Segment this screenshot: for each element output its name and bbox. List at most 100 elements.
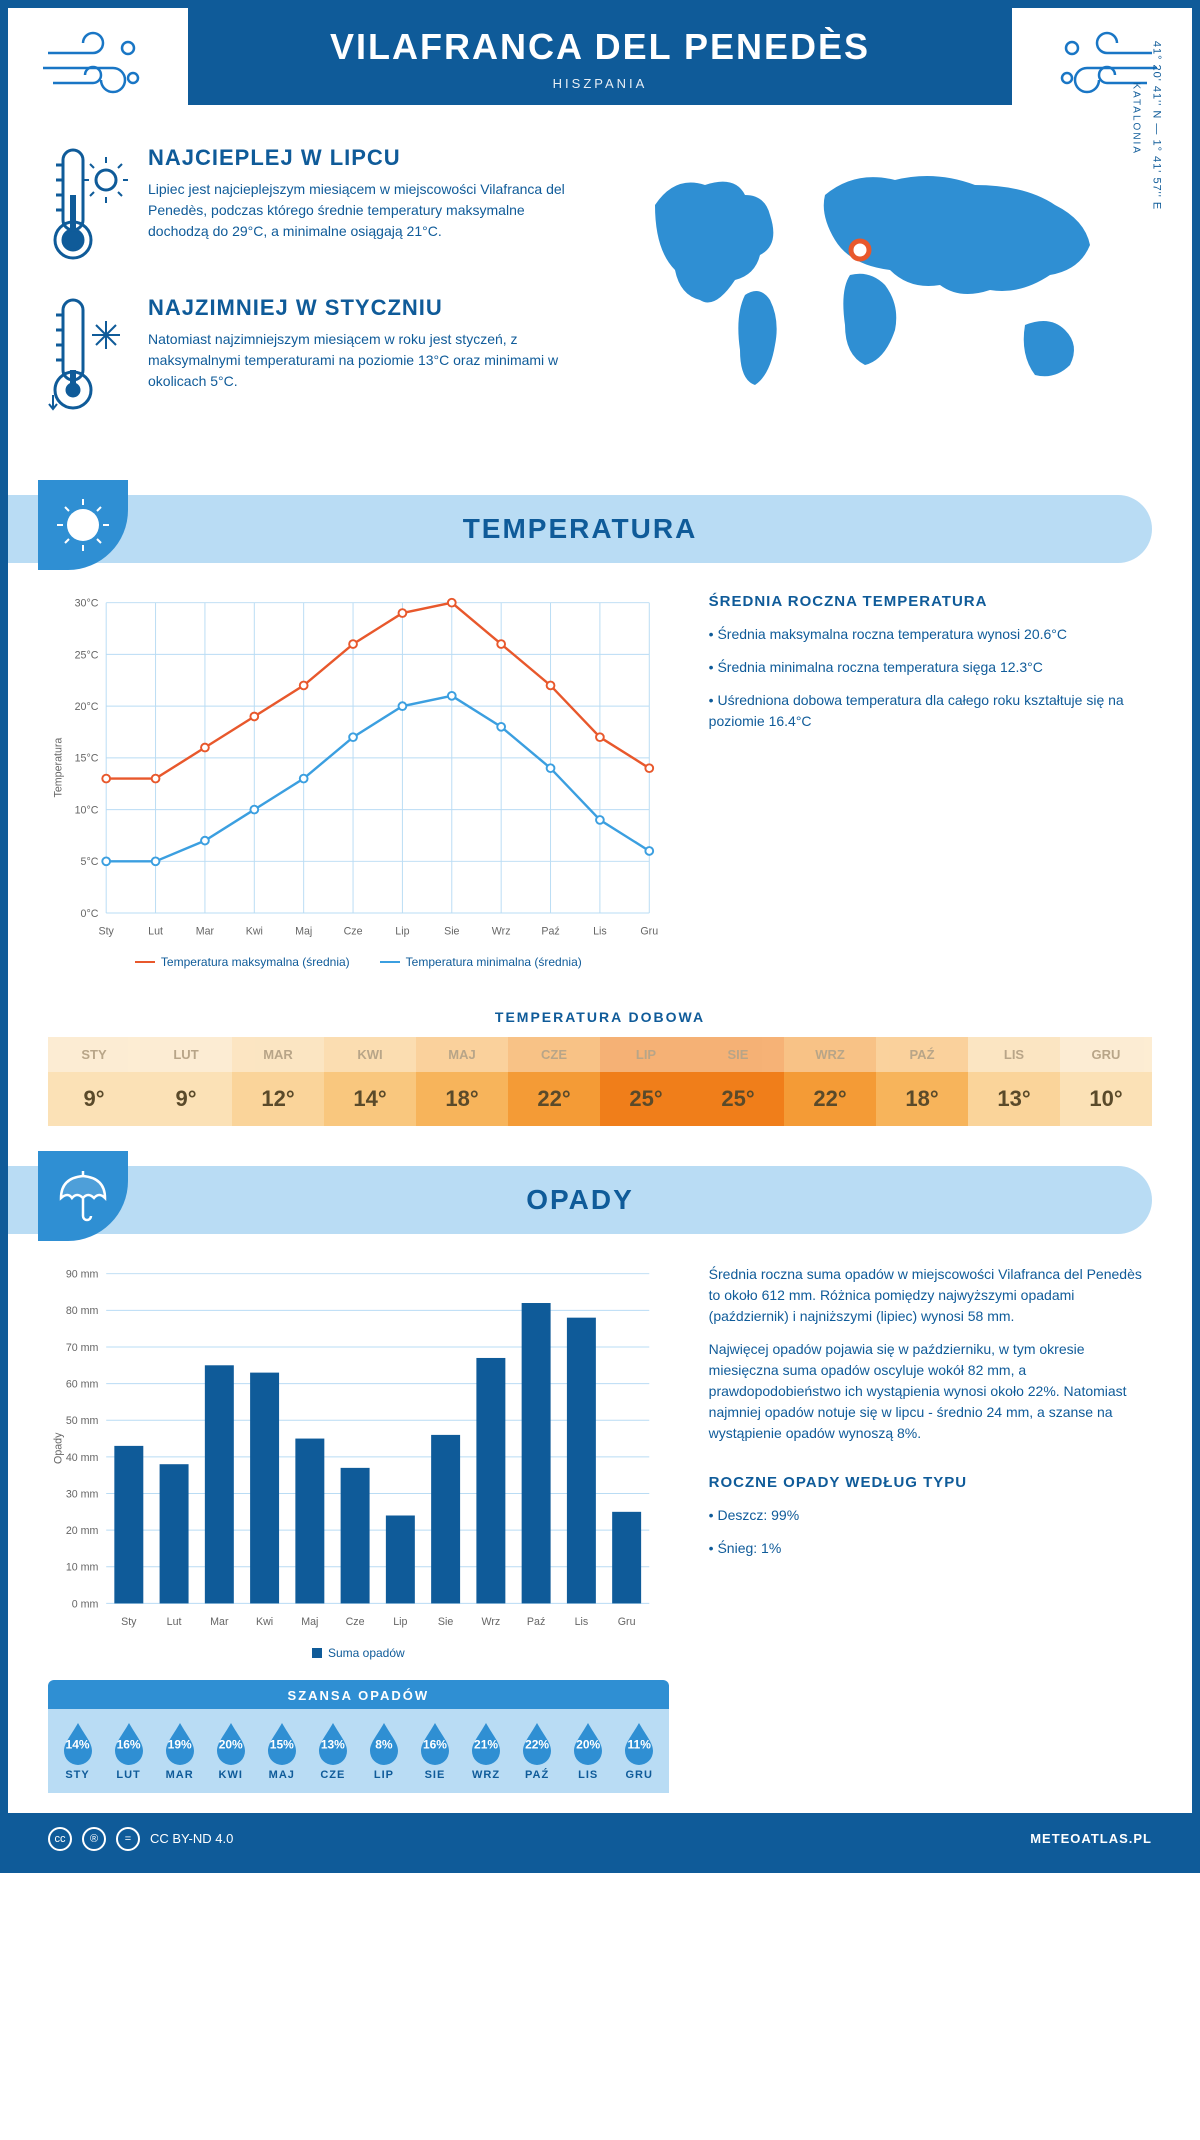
chance-cell: 15%MAJ xyxy=(256,1721,307,1781)
thermometer-hot-icon xyxy=(48,145,128,270)
sun-icon xyxy=(38,480,128,570)
svg-text:Lis: Lis xyxy=(575,1616,589,1628)
precip-type-point: • Śnieg: 1% xyxy=(709,1538,1152,1559)
daily-cell: MAJ18° xyxy=(416,1037,508,1126)
svg-text:Kwi: Kwi xyxy=(256,1616,273,1628)
daily-cell: SIE25° xyxy=(692,1037,784,1126)
warmest-heading: NAJCIEPLEJ W LIPCU xyxy=(148,145,568,171)
svg-text:90 mm: 90 mm xyxy=(66,1269,99,1281)
location-marker xyxy=(851,241,869,259)
svg-text:Gru: Gru xyxy=(640,925,658,937)
coldest-heading: NAJZIMNIEJ W STYCZNIU xyxy=(148,295,568,321)
umbrella-icon xyxy=(38,1151,128,1241)
intro-section: NAJCIEPLEJ W LIPCU Lipiec jest najcieple… xyxy=(8,135,1192,475)
country-subtitle: HISZPANIA xyxy=(188,76,1012,91)
thermometer-cold-icon xyxy=(48,295,128,420)
daily-cell: LIS13° xyxy=(968,1037,1060,1126)
chance-cell: 20%KWI xyxy=(205,1721,256,1781)
chance-cell: 8%LIP xyxy=(358,1721,409,1781)
precipitation-title: OPADY xyxy=(8,1184,1152,1216)
raindrop-icon: 16% xyxy=(111,1721,147,1765)
wind-decoration-icon xyxy=(38,28,148,103)
wind-decoration-icon xyxy=(1052,28,1162,103)
svg-text:Sty: Sty xyxy=(98,925,114,937)
raindrop-icon: 22% xyxy=(519,1721,555,1765)
daily-cell: GRU10° xyxy=(1060,1037,1152,1126)
svg-text:Mar: Mar xyxy=(210,1616,229,1628)
cc-icon: cc xyxy=(48,1827,72,1851)
nd-icon: = xyxy=(116,1827,140,1851)
svg-text:Sie: Sie xyxy=(438,1616,453,1628)
svg-text:Sie: Sie xyxy=(444,925,459,937)
svg-text:20°C: 20°C xyxy=(75,701,99,713)
raindrop-icon: 11% xyxy=(621,1721,657,1765)
svg-text:Gru: Gru xyxy=(618,1616,636,1628)
svg-text:Kwi: Kwi xyxy=(246,925,263,937)
chance-cell: 22%PAŹ xyxy=(512,1721,563,1781)
precipitation-legend: Suma opadów xyxy=(48,1646,669,1660)
raindrop-icon: 15% xyxy=(264,1721,300,1765)
chance-cell: 16%SIE xyxy=(409,1721,460,1781)
site-name: METEOATLAS.PL xyxy=(1030,1831,1152,1846)
svg-text:0 mm: 0 mm xyxy=(72,1598,99,1610)
chance-cell: 11%GRU xyxy=(614,1721,665,1781)
svg-text:Wrz: Wrz xyxy=(481,1616,500,1628)
raindrop-icon: 19% xyxy=(162,1721,198,1765)
svg-text:Sty: Sty xyxy=(121,1616,137,1628)
temp-info-point: • Uśredniona dobowa temperatura dla całe… xyxy=(709,690,1152,732)
svg-text:Lut: Lut xyxy=(167,1616,182,1628)
precip-info-1: Średnia roczna suma opadów w miejscowośc… xyxy=(709,1264,1152,1327)
daily-cell: LIP25° xyxy=(600,1037,692,1126)
svg-text:Lip: Lip xyxy=(393,1616,407,1628)
precipitation-section-header: OPADY xyxy=(8,1166,1152,1234)
svg-text:Opady: Opady xyxy=(53,1432,65,1464)
chance-cell: 19%MAR xyxy=(154,1721,205,1781)
svg-text:Temperatura: Temperatura xyxy=(53,738,65,798)
svg-text:0°C: 0°C xyxy=(81,908,99,920)
temp-info-point: • Średnia minimalna roczna temperatura s… xyxy=(709,657,1152,678)
svg-text:70 mm: 70 mm xyxy=(66,1342,99,1354)
svg-text:Maj: Maj xyxy=(295,925,312,937)
raindrop-icon: 20% xyxy=(570,1721,606,1765)
temperature-section-header: TEMPERATURA xyxy=(8,495,1152,563)
daily-cell: PAŹ18° xyxy=(876,1037,968,1126)
svg-text:60 mm: 60 mm xyxy=(66,1379,99,1391)
svg-text:15°C: 15°C xyxy=(75,753,99,765)
daily-cell: LUT9° xyxy=(140,1037,232,1126)
by-icon: ® xyxy=(82,1827,106,1851)
svg-text:80 mm: 80 mm xyxy=(66,1305,99,1317)
temp-info-point: • Średnia maksymalna roczna temperatura … xyxy=(709,624,1152,645)
coldest-text: Natomiast najzimniejszym miesiącem w rok… xyxy=(148,329,568,392)
daily-cell: MAR12° xyxy=(232,1037,324,1126)
raindrop-icon: 13% xyxy=(315,1721,351,1765)
svg-text:50 mm: 50 mm xyxy=(66,1415,99,1427)
chance-cell: 13%CZE xyxy=(307,1721,358,1781)
precipitation-chance-table: SZANSA OPADÓW 14%STY16%LUT19%MAR20%KWI15… xyxy=(48,1680,669,1793)
raindrop-icon: 16% xyxy=(417,1721,453,1765)
temperature-line-chart: 0°C5°C10°C15°C20°C25°C30°CStyLutMarKwiMa… xyxy=(48,593,669,942)
precipitation-bar-chart: 0 mm10 mm20 mm30 mm40 mm50 mm60 mm70 mm8… xyxy=(48,1264,669,1633)
temp-info-heading: ŚREDNIA ROCZNA TEMPERATURA xyxy=(709,593,1152,610)
svg-text:Paź: Paź xyxy=(527,1616,545,1628)
daily-temperature-table: STY9°LUT9°MAR12°KWI14°MAJ18°CZE22°LIP25°… xyxy=(48,1037,1152,1126)
svg-text:5°C: 5°C xyxy=(81,856,99,868)
temperature-title: TEMPERATURA xyxy=(8,513,1152,545)
daily-cell: WRZ22° xyxy=(784,1037,876,1126)
svg-text:30°C: 30°C xyxy=(75,598,99,610)
daily-cell: CZE22° xyxy=(508,1037,600,1126)
svg-text:Lip: Lip xyxy=(395,925,409,937)
raindrop-icon: 14% xyxy=(60,1721,96,1765)
svg-text:Lut: Lut xyxy=(148,925,163,937)
page-header: VILAFRANCA DEL PENEDÈS HISZPANIA xyxy=(188,8,1012,105)
svg-text:Paź: Paź xyxy=(541,925,559,937)
page-footer: cc ® = CC BY-ND 4.0 METEOATLAS.PL xyxy=(8,1813,1192,1865)
svg-text:Maj: Maj xyxy=(301,1616,318,1628)
coordinates: 41° 20' 41'' N — 1° 41' 57'' E xyxy=(1150,41,1162,210)
daily-cell: KWI14° xyxy=(324,1037,416,1126)
precip-info-2: Najwięcej opadów pojawia się w październ… xyxy=(709,1339,1152,1444)
chance-cell: 20%LIS xyxy=(563,1721,614,1781)
svg-text:Wrz: Wrz xyxy=(492,925,511,937)
svg-text:Cze: Cze xyxy=(346,1616,365,1628)
license-text: CC BY-ND 4.0 xyxy=(150,1831,233,1846)
chance-cell: 21%WRZ xyxy=(461,1721,512,1781)
